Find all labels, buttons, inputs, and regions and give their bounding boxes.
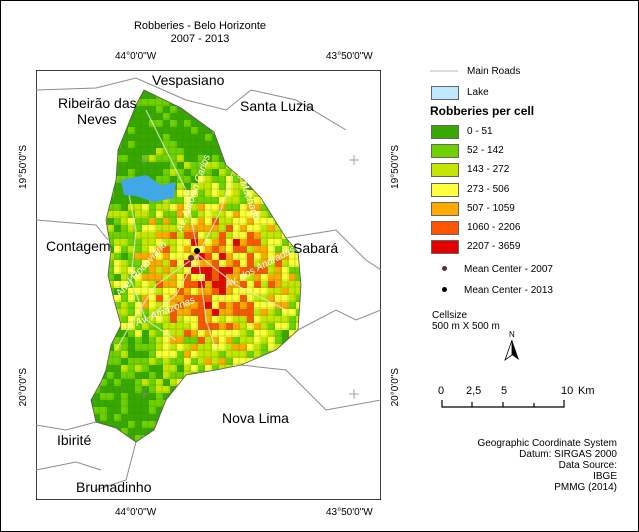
coord-top-right: 43°50'0"W <box>326 51 373 62</box>
scale-tick-1: 2,5 <box>466 385 482 397</box>
legend-mean-2013: Mean Center - 2013 <box>464 285 553 296</box>
map-panel <box>36 70 381 500</box>
coord-right-lower: 20°0'0"S <box>390 368 401 407</box>
coord-left-lower: 20°0'0"S <box>18 368 29 407</box>
legend-class-swatch <box>431 125 459 139</box>
coord-left-upper: 19°50'0"S <box>18 145 29 189</box>
municipal-boundaries <box>36 77 381 491</box>
legend-class-swatch <box>431 182 459 197</box>
legend-cellsize-value: 500 m X 500 m <box>432 321 500 332</box>
scale-tick-2: 5 <box>501 385 508 397</box>
legend-mean-2007-dot <box>442 266 447 271</box>
info-line: Geographic Coordinate System <box>477 438 617 449</box>
info-line: PMMG (2014) <box>554 482 617 493</box>
legend-class-swatch <box>431 201 459 216</box>
coord-bottom-right: 43°50'0"W <box>326 507 373 518</box>
legend-class-label: 52 - 142 <box>467 145 504 157</box>
legend-class-label: 273 - 506 <box>467 183 510 195</box>
legend-mean-2007: Mean Center - 2007 <box>464 264 553 275</box>
map-info: Geographic Coordinate System Datum: SIRGA… <box>477 438 617 493</box>
label-ribeirao-2: Neves <box>77 111 117 127</box>
legend-class-swatch <box>431 240 459 255</box>
legend-lake: Lake <box>467 87 489 98</box>
label-brumadinho: Brumadinho <box>76 479 152 495</box>
mean-center-2007 <box>188 255 194 261</box>
legend-cellsize-label: Cellsize <box>432 310 468 321</box>
legend-class-swatch <box>431 221 459 235</box>
scale-bar <box>441 400 565 408</box>
label-ribeirao: Ribeirão das <box>58 95 137 111</box>
label-sabara: Sabará <box>293 240 339 256</box>
info-line: Data Source: <box>558 460 617 471</box>
north-arrow-icon <box>504 340 519 362</box>
legend-class-swatch <box>431 163 459 178</box>
legend-class-label: 0 - 51 <box>467 126 493 137</box>
legend-class-swatch <box>431 144 459 159</box>
map-subtitle: 2007 - 2013 <box>170 33 230 45</box>
coord-top-left: 44°0'0"W <box>115 51 157 62</box>
lake-pampulha <box>121 175 176 202</box>
legend-header: Robberies per cell <box>430 104 535 118</box>
north-label: N <box>509 330 515 339</box>
info-line: Datum: SIRGAS 2000 <box>519 449 617 460</box>
coord-right-upper: 19°50'0"S <box>390 145 401 189</box>
legend-class-label: 1060 - 2206 <box>467 222 521 233</box>
legend-class-label: 507 - 1059 <box>467 202 515 214</box>
scale-tick-0: 0 <box>438 385 445 397</box>
label-ibirite: Ibirité <box>57 432 92 448</box>
scale-tick-3: 10 <box>561 385 574 397</box>
mean-center-2013 <box>194 248 200 254</box>
legend-main-roads: Main Roads <box>467 66 521 77</box>
info-line: IBGE <box>593 471 617 482</box>
scale-unit: Km <box>578 385 595 397</box>
coord-bottom-left: 44°0'0"W <box>115 507 157 518</box>
label-contagem: Contagem <box>46 238 111 254</box>
legend-main-roads-swatch <box>430 70 458 72</box>
map-title: Robberies - Belo Horizonte <box>133 20 267 32</box>
legend-lake-swatch <box>431 86 459 100</box>
graticule-ticks <box>139 155 359 399</box>
label-nova-lima: Nova Lima <box>222 410 289 426</box>
legend-class-label: 143 - 272 <box>467 164 510 176</box>
label-vespasiano: Vespasiano <box>152 72 225 88</box>
legend-mean-2013-dot <box>442 287 447 292</box>
legend-class-label: 2207 - 3659 <box>467 241 521 253</box>
label-santa-luzia: Santa Luzia <box>240 98 314 114</box>
